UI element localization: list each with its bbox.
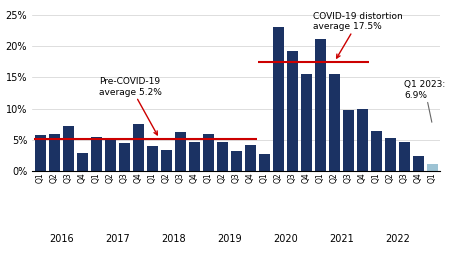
Bar bbox=[147, 146, 157, 171]
Text: 2018: 2018 bbox=[161, 234, 185, 244]
Bar bbox=[329, 74, 339, 171]
Bar bbox=[370, 131, 381, 171]
Bar bbox=[35, 135, 46, 171]
Text: Q1 2023:
6.9%: Q1 2023: 6.9% bbox=[404, 80, 445, 122]
Bar bbox=[343, 110, 353, 171]
Bar bbox=[189, 143, 199, 171]
Bar bbox=[245, 145, 255, 171]
Bar bbox=[203, 134, 213, 171]
Bar bbox=[91, 138, 101, 171]
Bar bbox=[426, 164, 437, 171]
Text: 2021: 2021 bbox=[329, 234, 353, 244]
Bar bbox=[77, 153, 87, 171]
Bar bbox=[258, 154, 269, 171]
Bar bbox=[356, 109, 367, 171]
Bar bbox=[412, 155, 423, 171]
Bar bbox=[231, 150, 241, 171]
Bar bbox=[49, 134, 60, 171]
Bar bbox=[63, 126, 74, 171]
Text: 2017: 2017 bbox=[105, 234, 130, 244]
Text: 2019: 2019 bbox=[217, 234, 241, 244]
Bar bbox=[384, 138, 395, 171]
Text: 2016: 2016 bbox=[49, 234, 74, 244]
Bar bbox=[398, 143, 409, 171]
Bar bbox=[133, 124, 143, 171]
Bar bbox=[287, 51, 297, 171]
Bar bbox=[105, 139, 116, 171]
Text: Pre-COVID-19
average 5.2%: Pre-COVID-19 average 5.2% bbox=[99, 77, 162, 135]
Text: 2020: 2020 bbox=[273, 234, 297, 244]
Bar bbox=[314, 39, 325, 171]
Bar bbox=[161, 150, 171, 171]
Text: 2022: 2022 bbox=[384, 234, 409, 244]
Bar bbox=[300, 74, 311, 171]
Bar bbox=[175, 132, 185, 171]
Text: COVID-19 distortion
average 17.5%: COVID-19 distortion average 17.5% bbox=[313, 12, 402, 58]
Bar bbox=[119, 143, 129, 171]
Bar bbox=[217, 143, 227, 171]
Bar bbox=[273, 27, 283, 171]
